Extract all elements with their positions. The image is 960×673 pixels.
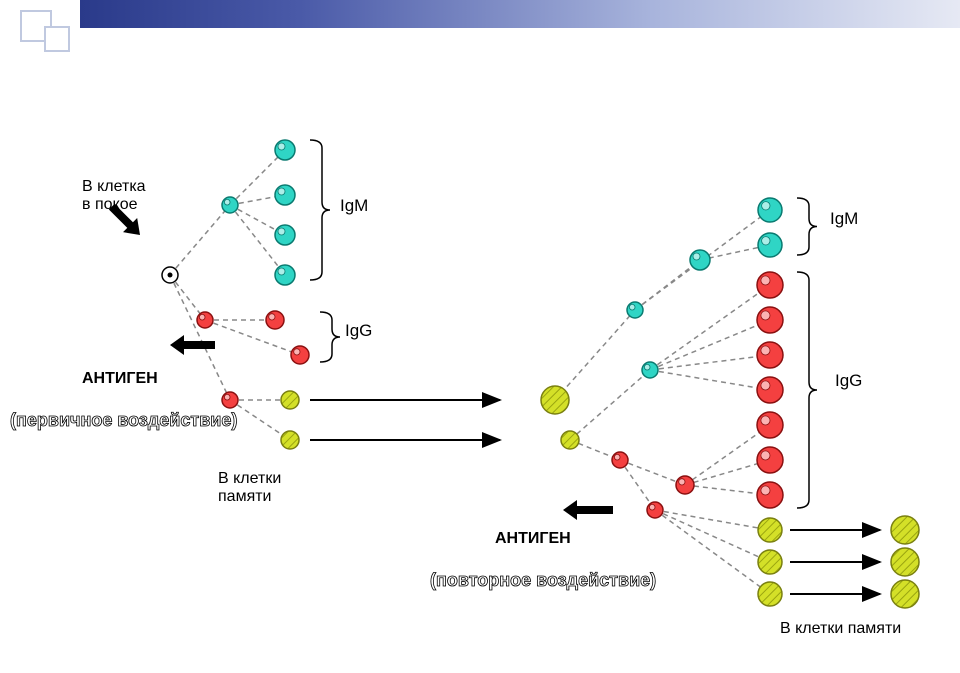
cell-col_r1 — [757, 272, 783, 298]
label-antigen-left: АНТИГЕН — [82, 370, 158, 388]
label-antigen-right: АНТИГЕН — [495, 530, 571, 548]
brace-label-igg: IgG — [345, 321, 372, 340]
cell-col_r7 — [757, 482, 783, 508]
cell-col_y2 — [758, 550, 782, 574]
cell-col_r5 — [757, 412, 783, 438]
cell-col_t1 — [758, 198, 782, 222]
cell-t5 — [275, 265, 295, 285]
cell-t1 — [222, 197, 238, 213]
label-resting-cell: В клетка в покое — [82, 178, 146, 214]
cell-out_y1 — [891, 516, 919, 544]
label-secondary: (повторное воздействие) — [430, 570, 656, 591]
cell-rt_r1 — [612, 452, 628, 468]
cell-col_r3 — [757, 342, 783, 368]
cell-col_t2 — [758, 233, 782, 257]
cell-r3 — [291, 346, 309, 364]
brace-label-igg: IgG — [835, 371, 862, 390]
slide: IgM IgG IgM IgG В клетка в покое АНТИГЕН (п… — [0, 0, 960, 673]
cell-t2 — [275, 140, 295, 160]
cell-t3 — [275, 185, 295, 205]
cell-rt_t1 — [690, 250, 710, 270]
label-memory-right: В клетки памяти — [780, 620, 901, 638]
cell-r1 — [197, 312, 213, 328]
cell-rt_seed2 — [642, 362, 658, 378]
label-primary: (первичное воздействие) — [10, 410, 237, 431]
cell-col_y3 — [758, 582, 782, 606]
cell-m0 — [222, 392, 238, 408]
cell-r2 — [266, 311, 284, 329]
cell-col_r6 — [757, 447, 783, 473]
cell-rt_r2 — [676, 476, 694, 494]
cell-m2 — [281, 431, 299, 449]
cell-m1 — [281, 391, 299, 409]
cell-out_y3 — [891, 580, 919, 608]
diagram: IgM IgG IgM IgG В клетка в покое АНТИГЕН (п… — [0, 40, 960, 673]
cell-col_y1 — [758, 518, 782, 542]
cell-out_y2 — [891, 548, 919, 576]
header-gradient — [80, 0, 960, 28]
cell-col_r4 — [757, 377, 783, 403]
cell-t4 — [275, 225, 295, 245]
label-memory-left: В клетки памяти — [218, 470, 281, 506]
brace-label-igm: IgM — [830, 209, 858, 228]
cell-resting — [162, 267, 178, 283]
cell-mem_small — [561, 431, 579, 449]
cell-mem_big — [541, 386, 569, 414]
cell-rt_seed1 — [627, 302, 643, 318]
cell-rt_r3 — [647, 502, 663, 518]
cell-col_r2 — [757, 307, 783, 333]
slide-header — [0, 0, 960, 40]
brace-label-igm: IgM — [340, 196, 368, 215]
